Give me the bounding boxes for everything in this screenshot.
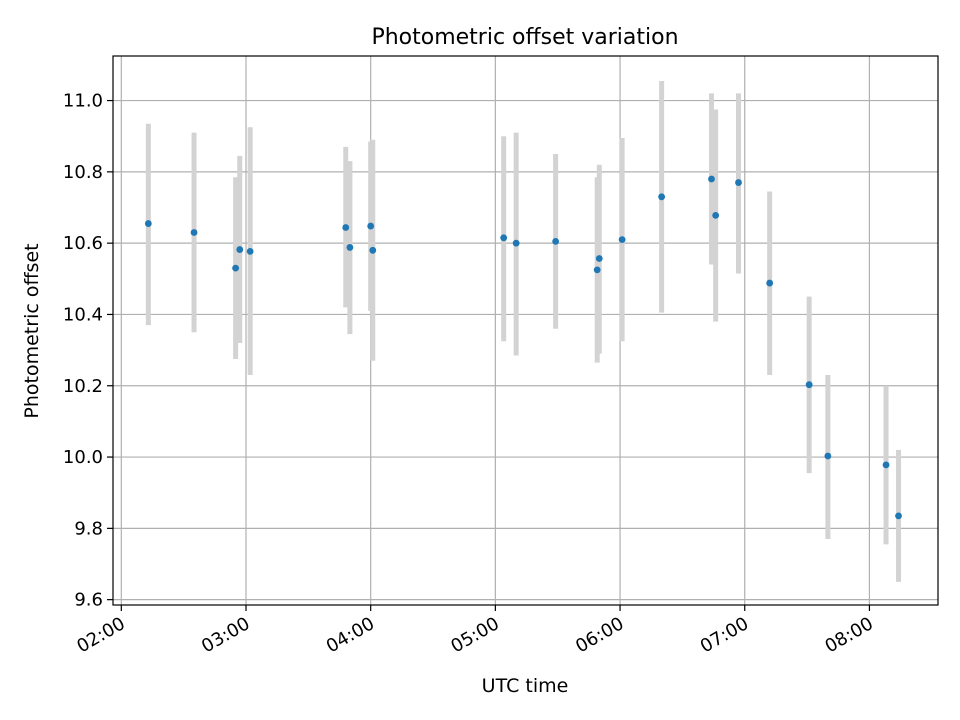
data-point [232,264,240,272]
data-point [708,175,715,183]
data-point [593,266,601,274]
data-point [367,222,375,230]
y-tick-label: 9.8 [74,518,103,539]
x-tick-label: 04:00 [323,613,378,657]
y-tick-label: 10.2 [63,376,103,397]
data-point [190,229,198,236]
x-tick-label: 08:00 [821,613,876,657]
y-tick-label: 10.0 [63,447,103,468]
y-tick-label: 10.6 [63,233,103,254]
data-point [735,179,742,186]
chart-title: Photometric offset variation [371,25,678,50]
data-point [595,255,603,262]
data-point [342,224,350,231]
data-point [144,220,152,227]
x-tick-label: 03:00 [198,613,253,657]
x-axis-label: UTC time [482,675,569,697]
data-point [500,234,508,242]
plot-frame [112,55,939,606]
data-point [346,244,354,251]
data-point [369,246,377,254]
y-axis-label: Photometric offset [21,243,43,418]
data-point [882,461,890,469]
data-point [658,193,666,201]
errorbar-layer [145,80,902,582]
data-point [552,237,560,245]
point-layer [144,175,902,520]
x-tick-label: 02:00 [73,613,128,657]
y-tick-label: 10.8 [63,162,103,183]
data-point [512,239,520,247]
x-tick-label: 07:00 [697,613,752,657]
data-point [236,246,244,253]
x-tick-label: 06:00 [572,613,627,657]
data-point [618,236,626,243]
data-point [246,247,254,255]
data-point [712,211,720,219]
data-point [766,279,774,287]
x-axis-ticks: 02:00 03:00 04:00 05:00 06:00 07:00 08:00 [73,605,877,657]
data-point [824,452,832,460]
data-point [895,512,902,520]
y-tick-label: 11.0 [63,91,103,112]
y-axis-ticks: 9.6 9.8 10.0 10.2 10.4 10.6 10.8 11.0 [63,91,113,611]
data-point [805,381,813,389]
y-tick-label: 9.6 [74,590,103,611]
x-tick-label: 05:00 [447,613,502,657]
y-tick-label: 10.4 [63,304,103,325]
